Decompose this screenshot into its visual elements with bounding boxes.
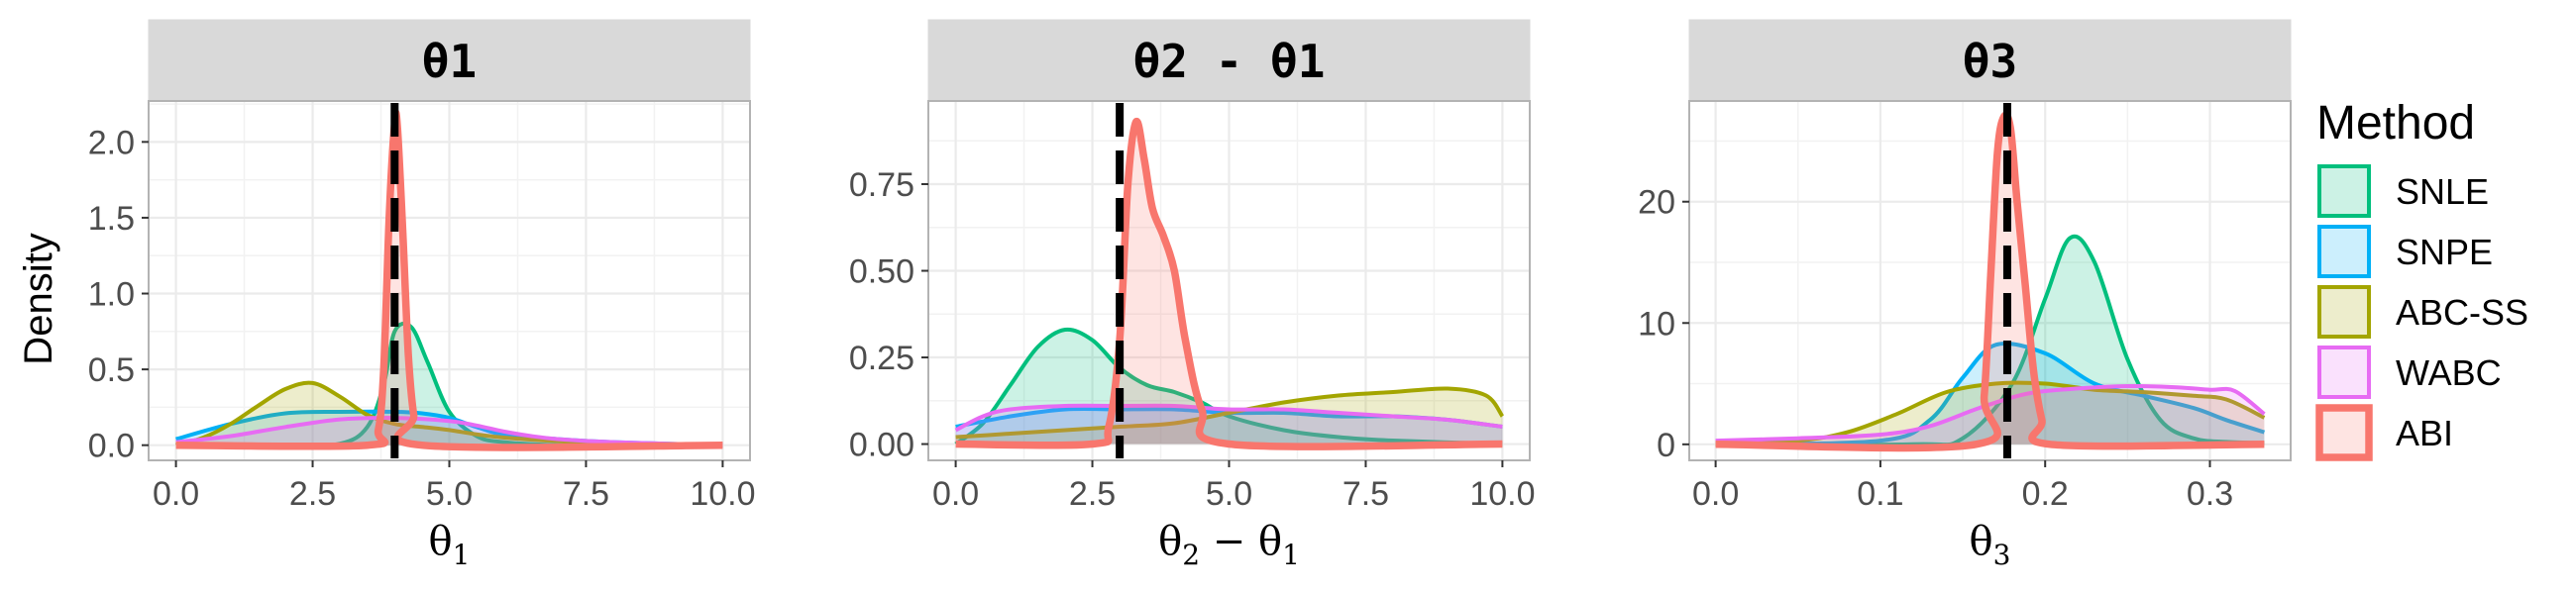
- legend-item-snle: SNLE: [2317, 164, 2489, 218]
- legend-label: SNLE: [2396, 171, 2489, 212]
- y-tick-label: 20: [1638, 184, 1675, 222]
- density-line-snpe: [1715, 342, 2266, 446]
- x-axis-title-text: θ: [429, 519, 453, 564]
- legend-item-abc-ss: ABC-SS: [2317, 285, 2528, 339]
- legend-key-swatch: [2317, 346, 2371, 399]
- y-tick-label: 0.50: [849, 253, 914, 291]
- panel-border: [1688, 100, 2292, 461]
- strip-background: [148, 19, 751, 102]
- x-axis-title-subscript: 2: [1182, 539, 1200, 571]
- legend: Method SNLE SNPE ABC-SS WABC ABI: [2315, 97, 2528, 461]
- x-tick-label: 10.0: [1469, 475, 1535, 513]
- x-tick-label: 0.0: [153, 475, 199, 513]
- x-tick-label: 10.0: [690, 475, 755, 513]
- strip-label: θ3: [1963, 35, 2017, 88]
- legend-item-wabc: WABC: [2317, 346, 2502, 399]
- x-tick-label: 0.0: [932, 475, 979, 513]
- density-line-snle: [954, 327, 1503, 446]
- legend-keys: SNLE SNPE ABC-SS WABC ABI: [2315, 164, 2528, 461]
- x-tick-label: 0.2: [2022, 475, 2069, 513]
- x-tick-label: 0.0: [1692, 475, 1739, 513]
- density-line-wabc: [1715, 383, 2266, 444]
- legend-title: Method: [2316, 97, 2475, 149]
- density-line-wabc: [175, 416, 723, 447]
- x-axis-title-subscript: 1: [1282, 539, 1300, 571]
- density-line-abc-ss: [175, 380, 723, 447]
- x-axis-title: θ2 − θ1: [1158, 519, 1300, 571]
- x-tick-label: 0.1: [1857, 475, 1903, 513]
- legend-label: ABI: [2396, 413, 2453, 453]
- x-axis-title-subscript: 1: [453, 539, 471, 571]
- strip-background: [1688, 19, 2292, 102]
- panel-3: θ3 0.0 0.1 0.2 0.3 0 10 20 θ3: [1638, 19, 2292, 571]
- density-area-snle: [955, 329, 1503, 445]
- density-series: [954, 118, 1505, 450]
- x-tick-label: 5.0: [1206, 475, 1252, 513]
- legend-label: WABC: [2396, 352, 2502, 393]
- y-tick-label: 0: [1657, 427, 1675, 464]
- legend-label: ABC-SS: [2396, 292, 2528, 333]
- x-tick-label: 2.5: [289, 475, 336, 513]
- panel-2: θ2 - θ1 0.0 2.5 5.0 7.5 10.0 0.00 0.25 0.50 0.75 θ…: [849, 19, 1536, 571]
- x-tick-label: 7.5: [1342, 475, 1389, 513]
- legend-label: SNPE: [2396, 232, 2493, 272]
- y-tick-label: 10: [1638, 305, 1675, 343]
- x-axis-title: θ1: [429, 519, 471, 571]
- legend-key-swatch: [2317, 164, 2371, 218]
- y-tick-label: 1.0: [88, 276, 135, 314]
- gridlines: [928, 101, 1530, 460]
- density-series: [175, 109, 723, 451]
- legend-key-swatch: [2315, 404, 2373, 461]
- panel-1: θ10.0 2.5 5.0 7.5 10.00.00.51.01.52.0θ1: [88, 19, 756, 571]
- legend-item-abi: ABI: [2315, 404, 2453, 461]
- y-tick-label: 0.75: [849, 166, 914, 204]
- x-axis-title-text: θ: [1970, 519, 1993, 564]
- y-tick-label: 0.0: [88, 428, 135, 465]
- strip-label: θ1: [422, 35, 477, 88]
- x-tick-label: 5.0: [426, 475, 473, 513]
- legend-key-swatch: [2317, 285, 2371, 339]
- density-area-abc-ss: [175, 382, 723, 446]
- x-axis-title-text: − θ: [1200, 519, 1282, 564]
- density-line-abi: [955, 118, 1503, 450]
- y-tick-label: 0.5: [88, 351, 135, 389]
- x-axis-title: θ3: [1970, 519, 2011, 571]
- density-area-abi: [1715, 115, 2265, 448]
- density-area-snpe: [1715, 343, 2265, 445]
- y-tick-label: 2.0: [88, 124, 135, 161]
- y-tick-label: 0.25: [849, 340, 914, 377]
- x-tick-label: 0.3: [2187, 475, 2233, 513]
- legend-key-swatch: [2317, 225, 2371, 278]
- legend-item-snpe: SNPE: [2317, 225, 2493, 278]
- x-tick-label: 7.5: [563, 475, 609, 513]
- strip-label: θ2 - θ1: [1133, 35, 1326, 88]
- x-axis-title-subscript: 3: [1993, 539, 2011, 571]
- density-series: [1715, 111, 2266, 452]
- y-tick-label: 1.5: [88, 200, 135, 238]
- x-axis-title-text: θ: [1158, 519, 1182, 564]
- y-axis-title: Density: [17, 233, 60, 364]
- y-tick-label: 0.00: [849, 427, 914, 464]
- x-tick-label: 2.5: [1069, 475, 1116, 513]
